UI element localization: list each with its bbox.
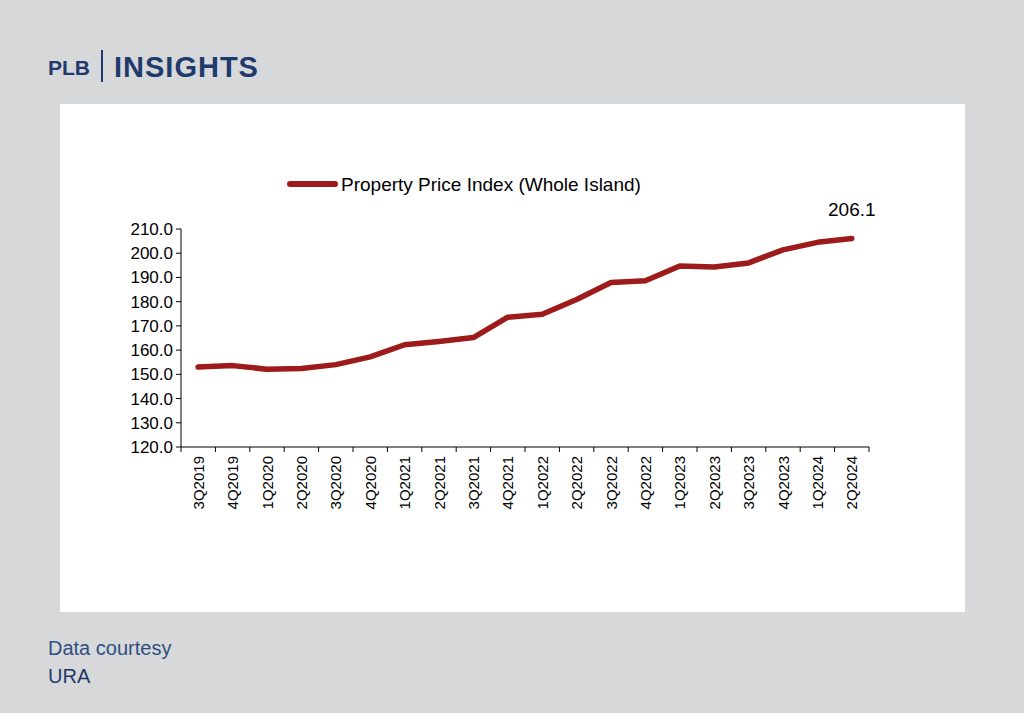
x-tick-divider (765, 447, 766, 452)
y-tick-label: 140.0 (130, 390, 173, 409)
legend-label: Property Price Index (Whole Island) (341, 174, 641, 195)
y-tick-label: 180.0 (130, 293, 173, 312)
x-tick-divider (215, 447, 216, 452)
x-tick-divider (353, 447, 354, 452)
footer-source: URA (48, 665, 91, 687)
x-tick-divider (421, 447, 422, 452)
x-tick-divider (800, 447, 801, 452)
x-tick-label: 4Q2023 (775, 456, 792, 509)
y-tick (176, 325, 181, 326)
y-tick (176, 301, 181, 302)
background (0, 0, 1024, 713)
y-tick (176, 253, 181, 254)
y-tick-label: 150.0 (130, 365, 173, 384)
y-tick (176, 350, 181, 351)
x-tick-label: 1Q2024 (809, 456, 826, 509)
y-tick (176, 447, 181, 448)
x-tick-divider (697, 447, 698, 452)
data-label: 206.1 (828, 199, 876, 220)
x-tick-label: 3Q2021 (465, 456, 482, 509)
x-tick-label: 1Q2023 (671, 456, 688, 509)
x-tick-divider (662, 447, 663, 452)
x-tick-label: 2Q2021 (431, 456, 448, 509)
y-tick-label: 170.0 (130, 317, 173, 336)
y-tick-label: 120.0 (130, 438, 173, 457)
x-tick-divider (387, 447, 388, 452)
x-tick-label: 1Q2022 (534, 456, 551, 509)
y-tick-label: 160.0 (130, 341, 173, 360)
header-divider (101, 50, 103, 82)
x-tick-divider (490, 447, 491, 452)
x-tick-divider (525, 447, 526, 452)
x-tick-label: 4Q2020 (362, 456, 379, 509)
y-tick-label: 190.0 (130, 268, 173, 287)
header-title: INSIGHTS (114, 51, 259, 83)
x-tick-label: 1Q2020 (259, 456, 276, 509)
x-tick-divider (869, 447, 870, 452)
x-tick-divider (181, 447, 182, 452)
plot-marks (198, 238, 852, 369)
brand: PLB (48, 56, 90, 79)
y-tick-label: 200.0 (130, 244, 173, 263)
x-tick-divider (834, 447, 835, 452)
footer-note: Data courtesy (48, 637, 171, 659)
x-tick-divider (249, 447, 250, 452)
series-line (198, 238, 852, 369)
x-tick-divider (559, 447, 560, 452)
x-tick-label: 3Q2022 (603, 456, 620, 509)
y-tick (176, 277, 181, 278)
y-tick (176, 374, 181, 375)
x-tick-label: 4Q2021 (499, 456, 516, 509)
x-tick-label: 2Q2023 (706, 456, 723, 509)
x-tick-divider (456, 447, 457, 452)
chart-panel (60, 104, 965, 612)
x-tick-label: 1Q2021 (396, 456, 413, 509)
x-tick-divider (731, 447, 732, 452)
x-tick-divider (593, 447, 594, 452)
y-tick-label: 130.0 (130, 414, 173, 433)
x-tick-label: 4Q2019 (224, 456, 241, 509)
y-tick (176, 398, 181, 399)
x-tick-divider (318, 447, 319, 452)
x-tick-label: 2Q2024 (843, 456, 860, 509)
page: PLB INSIGHTS Data courtesy URA Property Pric… (0, 0, 1024, 713)
x-tick-label: 2Q2022 (568, 456, 585, 509)
x-tick-label: 4Q2022 (637, 456, 654, 509)
x-tick-label: 3Q2019 (190, 456, 207, 509)
x-tick-label: 2Q2020 (293, 456, 310, 509)
x-tick-label: 3Q2023 (740, 456, 757, 509)
y-tick (176, 422, 181, 423)
legend-swatch (290, 181, 335, 187)
y-tick (176, 229, 181, 230)
y-axis-line (181, 229, 182, 447)
x-tick-divider (284, 447, 285, 452)
x-tick-divider (628, 447, 629, 452)
y-tick-label: 210.0 (130, 220, 173, 239)
x-tick-label: 3Q2020 (327, 456, 344, 509)
